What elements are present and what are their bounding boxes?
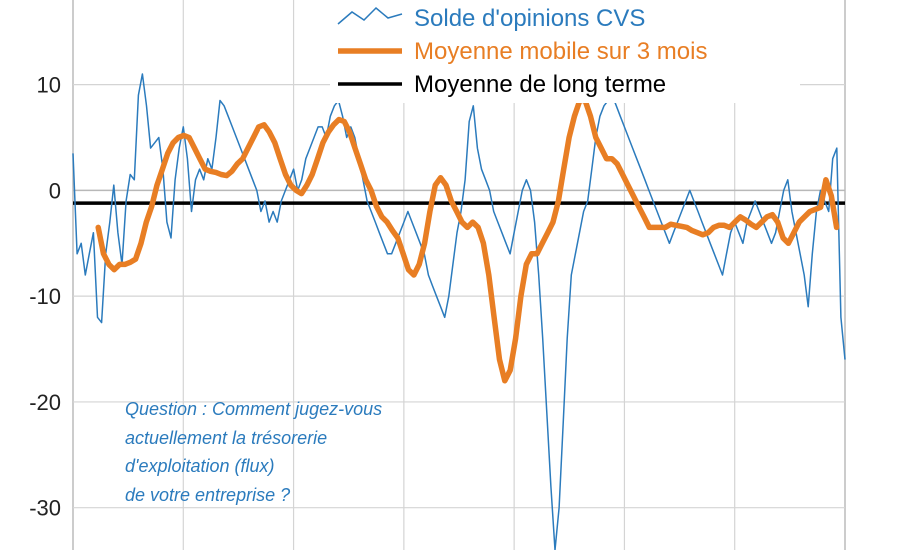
legend-layer: Solde d'opinions CVS Moyenne mobile sur 3… — [330, 0, 800, 103]
series-line-moyenne-mobile — [95, 97, 840, 384]
y-tick-label: 0 — [49, 178, 61, 203]
y-tick-label: -30 — [29, 496, 61, 521]
annotation-line: Question : Comment jugez-vous — [125, 399, 383, 419]
series-layer — [72, 73, 846, 551]
question-annotation: Question : Comment jugez-vous actuelleme… — [125, 395, 465, 509]
tick-layer: 10 0 -10 -20 -30 — [29, 73, 61, 521]
annotation-line: de votre entreprise ? — [125, 484, 291, 505]
legend-label: Solde d'opinions CVS — [414, 5, 645, 32]
y-tick-label: -10 — [29, 284, 61, 309]
y-tick-label: 10 — [37, 73, 61, 98]
y-tick-label: -20 — [29, 390, 61, 415]
legend-background — [330, 0, 800, 103]
legend-label: Moyenne mobile sur 3 mois — [414, 38, 707, 65]
annotation-line: d'exploitation (flux) — [125, 456, 275, 476]
annotation-line: actuellement la trésorerie — [125, 427, 328, 448]
legend-swatch — [337, 6, 403, 25]
legend-label: Moyenne de long terme — [414, 71, 666, 98]
